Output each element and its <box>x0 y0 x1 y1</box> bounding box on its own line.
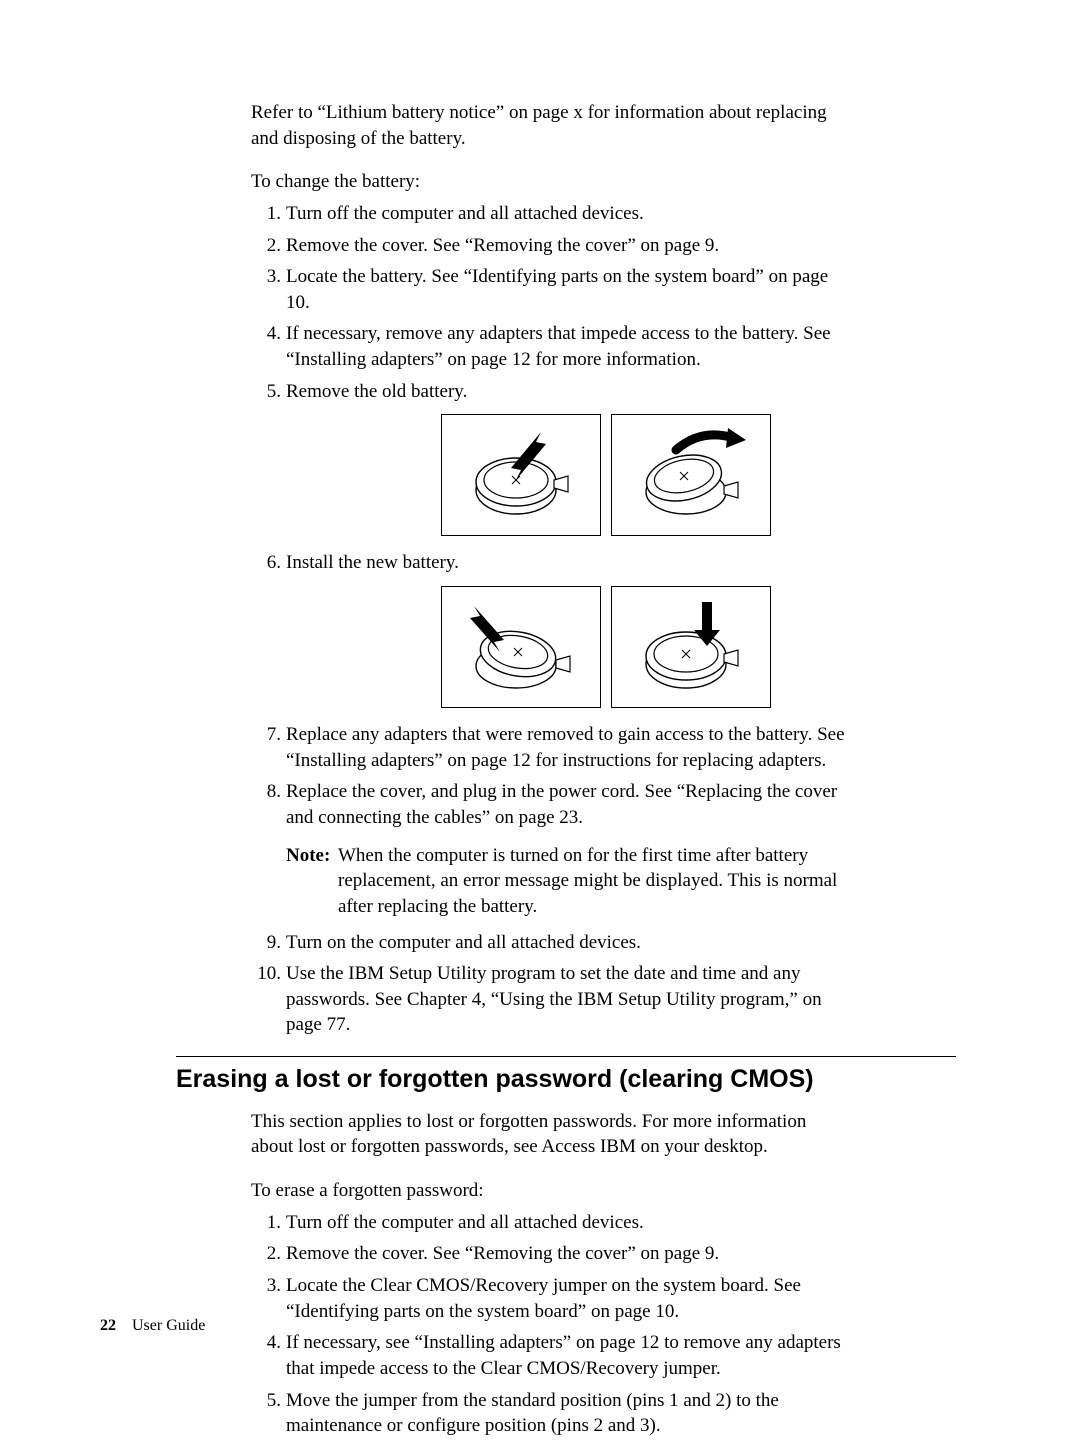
note-block: Note: When the computer is turned on for… <box>286 843 856 920</box>
step-text: Locate the battery. See “Identifying par… <box>286 266 828 313</box>
figure-remove-press <box>441 414 601 536</box>
intro-lead: To change the battery: <box>251 169 851 195</box>
section-heading-cmos: Erasing a lost or forgotten password (cl… <box>176 1063 956 1097</box>
list-item: Remove the old battery. <box>286 379 856 537</box>
step-text: Remove the old battery. <box>286 381 467 402</box>
list-item: Locate the Clear CMOS/Recovery jumper on… <box>286 1273 856 1324</box>
list-item: Turn off the computer and all attached d… <box>286 201 856 227</box>
page-footer: 22 User Guide <box>100 1315 205 1337</box>
list-item: Move the jumper from the standard positi… <box>286 1388 856 1439</box>
cmos-steps-list: Turn off the computer and all attached d… <box>176 1210 856 1439</box>
step-text: Turn on the computer and all attached de… <box>286 932 641 953</box>
page-number: 22 <box>100 1317 116 1334</box>
step-text: If necessary, remove any adapters that i… <box>286 323 831 370</box>
install-battery-figures <box>326 586 886 708</box>
list-item: Turn off the computer and all attached d… <box>286 1210 856 1236</box>
cmos-lead: To erase a forgotten password: <box>251 1178 851 1204</box>
step-text: If necessary, see “Installing adapters” … <box>286 1332 841 1379</box>
step-text: Turn off the computer and all attached d… <box>286 1212 644 1233</box>
step-text: Locate the Clear CMOS/Recovery jumper on… <box>286 1275 801 1322</box>
section-divider <box>176 1056 956 1057</box>
list-item: Remove the cover. See “Removing the cove… <box>286 1241 856 1267</box>
step-text: Install the new battery. <box>286 552 459 573</box>
list-item: If necessary, remove any adapters that i… <box>286 321 856 372</box>
step-text: Remove the cover. See “Removing the cove… <box>286 235 719 256</box>
figure-install-press <box>611 586 771 708</box>
list-item: Turn on the computer and all attached de… <box>286 930 856 956</box>
battery-steps-list: Turn off the computer and all attached d… <box>176 201 856 1038</box>
intro-refer: Refer to “Lithium battery notice” on pag… <box>251 100 851 151</box>
list-item: Locate the battery. See “Identifying par… <box>286 264 856 315</box>
list-item: Replace the cover, and plug in the power… <box>286 779 856 919</box>
list-item: If necessary, see “Installing adapters” … <box>286 1330 856 1381</box>
note-label: Note: <box>286 845 330 866</box>
step-text: Use the IBM Setup Utility program to set… <box>286 963 822 1035</box>
step-text: Replace any adapters that were removed t… <box>286 724 845 771</box>
figure-install-angle <box>441 586 601 708</box>
cmos-intro: This section applies to lost or forgotte… <box>251 1109 851 1160</box>
list-item: Replace any adapters that were removed t… <box>286 722 856 773</box>
remove-battery-figures <box>326 414 886 536</box>
note-text: When the computer is turned on for the f… <box>286 843 856 920</box>
footer-title: User Guide <box>132 1317 205 1334</box>
step-text: Remove the cover. See “Removing the cove… <box>286 1243 719 1264</box>
list-item: Use the IBM Setup Utility program to set… <box>286 961 856 1038</box>
list-item: Remove the cover. See “Removing the cove… <box>286 233 856 259</box>
step-text: Turn off the computer and all attached d… <box>286 203 644 224</box>
list-item: Install the new battery. <box>286 550 856 708</box>
step-text: Replace the cover, and plug in the power… <box>286 781 837 828</box>
figure-remove-lift <box>611 414 771 536</box>
